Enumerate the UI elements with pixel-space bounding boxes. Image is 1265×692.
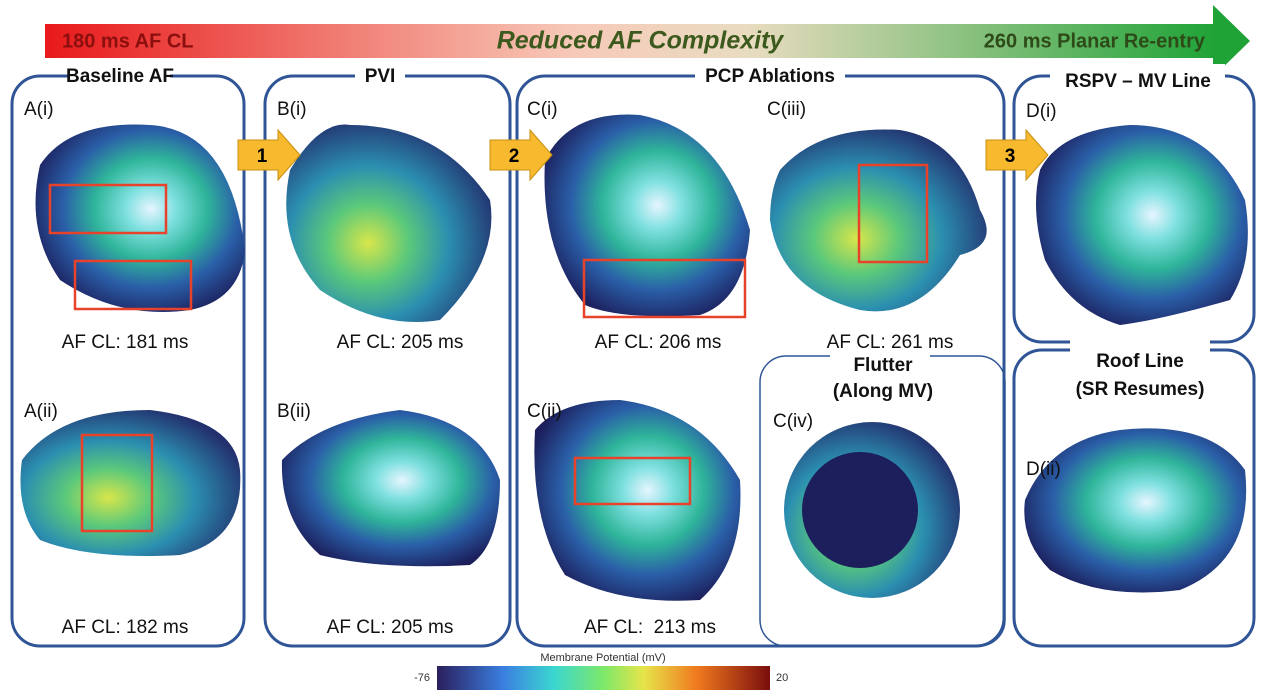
header-left: 180 ms AF CL (62, 30, 194, 52)
figure-label: A(i) (24, 99, 54, 120)
colorbar-min: -76 (414, 672, 430, 684)
figure-label: B(i) (277, 99, 307, 120)
colorbar (437, 666, 770, 690)
figure-label: D(ii) (1026, 459, 1061, 480)
step-number: 1 (257, 146, 268, 167)
figure-label: A(ii) (24, 401, 58, 422)
figure-label: C(iv) (773, 411, 813, 432)
step-number: 2 (509, 146, 520, 167)
panel-title: Flutter (853, 355, 913, 376)
figure-label: C(i) (527, 99, 558, 120)
figure: 180 ms AF CL Reduced AF Complexity 260 m… (0, 0, 1265, 692)
colorbar-title: Membrane Potential (mV) (540, 652, 665, 664)
caption: AF CL: 213 ms (584, 617, 716, 638)
caption: AF CL: 206 ms (595, 332, 722, 353)
caption: AF CL: 205 ms (327, 617, 454, 638)
caption: AF CL: 181 ms (62, 332, 189, 353)
panel-title: PVI (365, 66, 396, 87)
caption: AF CL: 182 ms (62, 617, 189, 638)
figure-label: B(ii) (277, 401, 311, 422)
step-number: 3 (1005, 146, 1016, 167)
header-right: 260 ms Planar Re-entry (984, 30, 1206, 52)
panel-title: (SR Resumes) (1076, 379, 1205, 400)
colorbar-max: 20 (776, 672, 788, 684)
figure-label: D(i) (1026, 101, 1057, 122)
panel-title: RSPV – MV Line (1065, 71, 1211, 92)
atrium-images (20, 115, 1247, 601)
panel-title: (Along MV) (833, 381, 933, 402)
figure-label: C(iii) (767, 99, 806, 120)
figure-label: C(ii) (527, 401, 562, 422)
caption: AF CL: 261 ms (827, 332, 954, 353)
panel-title: PCP Ablations (705, 66, 835, 87)
caption: AF CL: 205 ms (337, 332, 464, 353)
panel-title: Baseline AF (66, 66, 174, 87)
panel-title: Roof Line (1096, 351, 1184, 372)
header-center: Reduced AF Complexity (497, 27, 785, 55)
